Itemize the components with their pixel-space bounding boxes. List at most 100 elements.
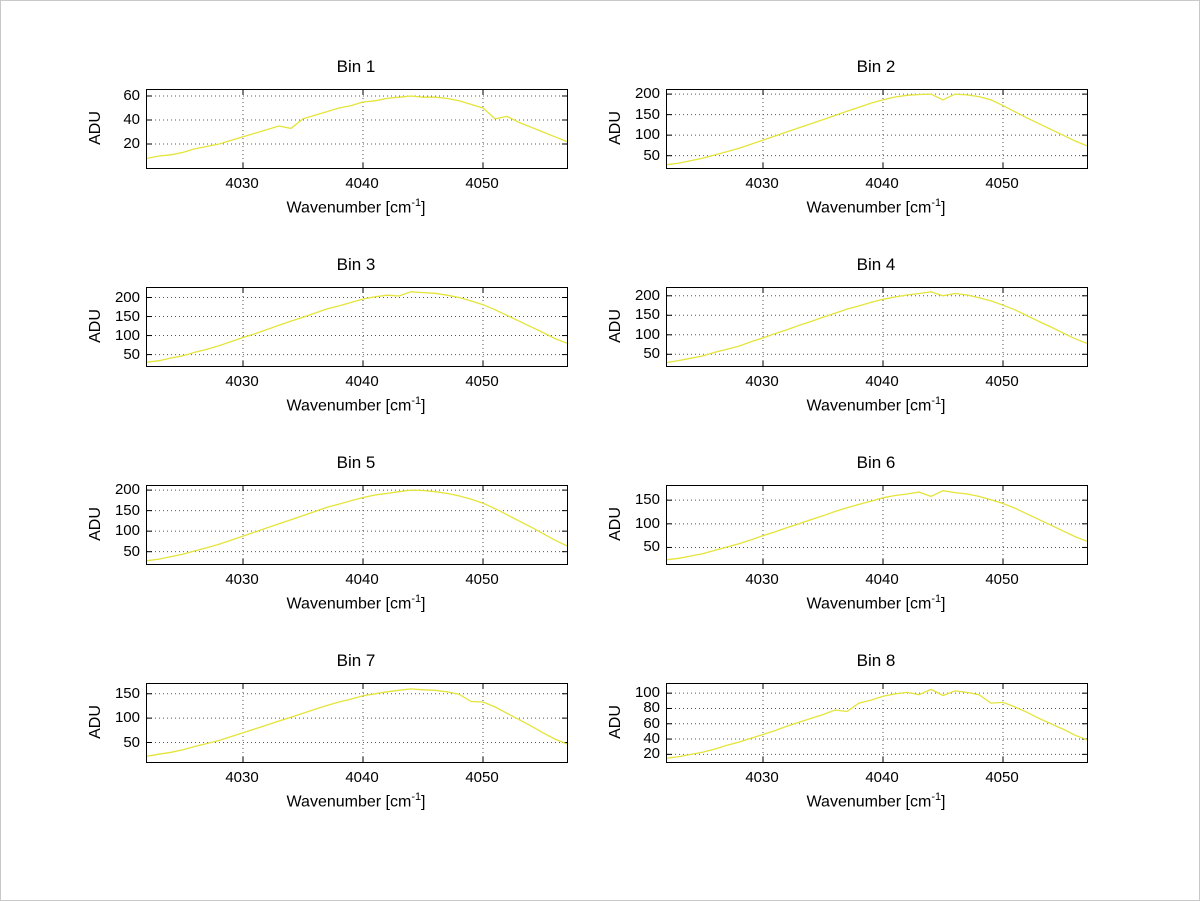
y-tick-label: 100: [634, 684, 660, 702]
y-tick-label: 100: [114, 709, 140, 727]
x-tick-label: 4040: [865, 769, 899, 786]
y-tick-label: 200: [114, 481, 140, 499]
y-tick-label: 40: [123, 111, 140, 128]
x-axis-label-bracket: ]: [421, 397, 426, 415]
plot-area: [146, 485, 568, 565]
x-tick-label: 4050: [465, 571, 499, 588]
y-tick-label: 100: [114, 326, 140, 344]
x-axis-label-superscript: -1: [931, 593, 941, 605]
plot-area: [666, 89, 1088, 169]
x-axis-label: Wavenumber [cm-1]: [146, 593, 566, 613]
x-axis-label-bracket: ]: [421, 793, 426, 811]
x-tick-label: 4030: [745, 571, 779, 588]
plot-area: [666, 485, 1088, 565]
x-axis-label-superscript: -1: [411, 791, 421, 803]
x-tick-label: 4030: [745, 175, 779, 192]
x-tick-label: 4040: [345, 175, 379, 192]
x-tick-label: 4050: [465, 769, 499, 786]
x-axis-label-bracket: ]: [421, 199, 426, 217]
spectrum-polyline: [147, 95, 567, 160]
y-tick-label: 50: [123, 733, 140, 751]
subplot-bin-6: Bin 6 ADU Wavenumber [cm-1] 50 100 150 4030…: [601, 435, 1199, 633]
y-tick-label: 100: [634, 126, 660, 144]
spectrum-line: [147, 486, 567, 564]
x-axis-label-bracket: ]: [421, 595, 426, 613]
x-tick-label: 4030: [225, 175, 259, 192]
x-tick-label: 4040: [865, 571, 899, 588]
x-tick-label: 4050: [985, 571, 1019, 588]
x-tick-label: 4030: [225, 769, 259, 786]
x-axis-label-bracket: ]: [941, 595, 946, 613]
x-axis-label-bracket: ]: [941, 793, 946, 811]
subplot-title: Bin 3: [336, 255, 376, 274]
y-tick-label: 100: [634, 514, 660, 532]
plot-area: [146, 89, 568, 169]
x-tick-label: 4030: [225, 571, 259, 588]
subplot-bin-4: Bin 4 ADU Wavenumber [cm-1] 50 100 150 200 4…: [601, 237, 1199, 435]
x-axis-label-text: Wavenumber [cm: [806, 199, 932, 217]
subplot-title: Bin 7: [336, 651, 376, 670]
plot-area: [146, 683, 568, 763]
x-axis-label-superscript: -1: [411, 593, 421, 605]
x-axis-label-text: Wavenumber [cm: [286, 397, 412, 415]
y-tick-label: 200: [634, 85, 660, 103]
x-tick-label: 4050: [985, 373, 1019, 390]
y-tick-label: 20: [123, 135, 140, 152]
x-axis-label: Wavenumber [cm-1]: [146, 395, 566, 415]
y-tick-label: 80: [643, 699, 660, 717]
y-tick-label: 200: [114, 288, 140, 306]
x-tick-label: 4040: [865, 175, 899, 192]
subplot-title: Bin 8: [856, 651, 896, 670]
plot-area: [666, 287, 1088, 367]
y-tick-label: 150: [634, 491, 660, 509]
subplot-title: Bin 1: [336, 57, 376, 76]
spectrum-polyline: [667, 490, 1087, 561]
subplot-bin-8: Bin 8 ADU Wavenumber [cm-1] 20 40 60 80 100 4…: [601, 633, 1199, 831]
spectrum-line: [147, 288, 567, 366]
y-tick-label: 20: [643, 745, 660, 763]
spectrum-line: [147, 684, 567, 762]
y-tick-label: 100: [114, 522, 140, 540]
x-tick-label: 4030: [745, 769, 779, 786]
subplot-bin-5: Bin 5 ADU Wavenumber [cm-1] 50 100 150 200 4…: [1, 435, 601, 633]
y-tick-label: 150: [634, 306, 660, 324]
x-tick-label: 4030: [225, 373, 259, 390]
x-axis-label: Wavenumber [cm-1]: [666, 593, 1086, 613]
x-axis-label-superscript: -1: [411, 197, 421, 209]
y-tick-label: 50: [643, 345, 660, 363]
subplot-bin-2: Bin 2 ADU Wavenumber [cm-1] 50 100 150 200 4…: [601, 39, 1199, 237]
spectrum-line: [667, 486, 1087, 564]
spectrum-polyline: [667, 291, 1087, 364]
x-tick-label: 4050: [465, 175, 499, 192]
y-tick-label: 60: [123, 87, 140, 104]
x-axis-label-superscript: -1: [931, 791, 941, 803]
y-tick-label: 50: [643, 538, 660, 556]
x-axis-label-text: Wavenumber [cm: [806, 397, 932, 415]
plot-area: [666, 683, 1088, 763]
x-tick-label: 4040: [345, 373, 379, 390]
spectrum-line: [667, 90, 1087, 168]
x-axis-label-bracket: ]: [941, 397, 946, 415]
spectrum-polyline: [147, 688, 567, 757]
spectrum-line: [147, 90, 567, 168]
spectrum-line: [667, 288, 1087, 366]
x-axis-label-text: Wavenumber [cm: [806, 793, 932, 811]
subplot-bin-1: Bin 1 ADU Wavenumber [cm-1] 20 40 60 4030 40…: [1, 39, 601, 237]
subplot-title: Bin 2: [856, 57, 896, 76]
subplot-title: Bin 5: [336, 453, 376, 472]
subplot-title: Bin 6: [856, 453, 896, 472]
x-tick-label: 4050: [985, 769, 1019, 786]
plot-area: [146, 287, 568, 367]
x-axis-label-superscript: -1: [931, 197, 941, 209]
x-axis-label: Wavenumber [cm-1]: [146, 197, 566, 217]
x-tick-label: 4050: [985, 175, 1019, 192]
y-tick-label: 50: [123, 345, 140, 363]
x-axis-label-text: Wavenumber [cm: [806, 595, 932, 613]
subplot-bin-3: Bin 3 ADU Wavenumber [cm-1] 50 100 150 200 4…: [1, 237, 601, 435]
x-tick-label: 4040: [345, 571, 379, 588]
y-tick-label: 50: [123, 542, 140, 560]
x-axis-label-text: Wavenumber [cm: [286, 199, 412, 217]
x-tick-label: 4040: [865, 373, 899, 390]
subplot-title: Bin 4: [856, 255, 896, 274]
